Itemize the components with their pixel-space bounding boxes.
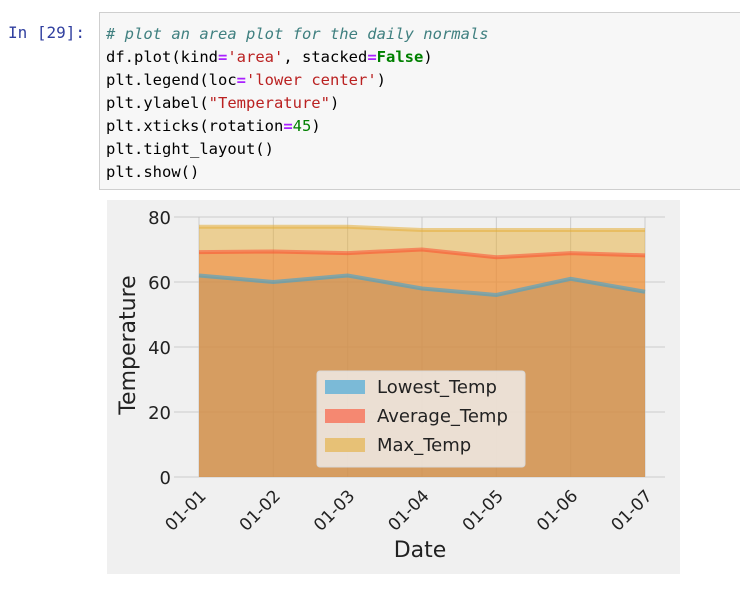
legend-label: Max_Temp bbox=[377, 435, 471, 456]
code-token: = bbox=[236, 71, 246, 89]
code-token: = bbox=[217, 48, 228, 66]
code-token: 45 bbox=[292, 117, 312, 135]
code-token: ) bbox=[376, 71, 386, 89]
code-token: df.plot(kind bbox=[106, 48, 218, 66]
code-line: plt.legend(loc='lower center') bbox=[106, 69, 489, 92]
code-token: False bbox=[376, 48, 424, 66]
x-axis-label: Date bbox=[394, 538, 447, 563]
line-average-temp bbox=[198, 247, 646, 260]
code-token: plt.tight_layout() bbox=[106, 140, 274, 158]
code-line: # plot an area plot for the daily normal… bbox=[106, 23, 489, 46]
code-token: ) bbox=[329, 94, 340, 112]
code-editor[interactable]: # plot an area plot for the daily normal… bbox=[106, 23, 489, 184]
cell-prompt: In [29]: bbox=[8, 23, 86, 42]
legend: Lowest_Temp Average_Temp Max_Temp bbox=[316, 370, 526, 468]
code-token: plt.legend(loc bbox=[106, 71, 237, 89]
y-tick-label: 80 bbox=[148, 208, 171, 229]
y-tick-label: 20 bbox=[148, 403, 171, 424]
line-series bbox=[198, 224, 646, 298]
area-series bbox=[199, 226, 645, 477]
code-line: plt.xticks(rotation=45) bbox=[106, 115, 489, 138]
legend-label: Average_Temp bbox=[377, 406, 508, 427]
code-token: "Temperature" bbox=[208, 94, 330, 112]
code-line: plt.tight_layout() bbox=[106, 138, 489, 161]
y-tick-label: 60 bbox=[148, 273, 171, 294]
code-token: plt.show() bbox=[106, 163, 200, 181]
line-max-temp bbox=[199, 224, 645, 232]
code-token: = bbox=[367, 48, 377, 66]
code-token: 'area' bbox=[227, 48, 284, 66]
code-cell-input[interactable]: # plot an area plot for the daily normal… bbox=[99, 12, 740, 190]
legend-swatch bbox=[325, 380, 365, 394]
y-tick-label: 40 bbox=[148, 338, 171, 359]
code-line: plt.show() bbox=[106, 161, 489, 184]
code-token: plt.xticks(rotation bbox=[106, 117, 284, 135]
code-token: , stacked bbox=[283, 48, 368, 66]
legend-box bbox=[316, 370, 526, 468]
line-lowest-temp bbox=[198, 273, 646, 298]
y-tick-label: 0 bbox=[160, 468, 171, 489]
area-max-temp bbox=[199, 226, 645, 477]
y-tick-labels: 0 20 40 60 80 bbox=[148, 208, 171, 489]
plot-output: 0 20 40 60 80 01-01 01-02 01-03 01-04 01-05 01-06… bbox=[107, 200, 680, 574]
code-token: ) bbox=[423, 48, 433, 66]
legend-label: Lowest_Temp bbox=[377, 377, 497, 398]
code-line: df.plot(kind='area', stacked=False) bbox=[106, 46, 489, 69]
legend-swatch bbox=[325, 409, 365, 423]
y-axis-label: Temperature bbox=[116, 275, 141, 415]
legend-swatch bbox=[325, 438, 365, 452]
code-token: 'lower center' bbox=[246, 71, 377, 89]
code-token: # plot an area plot for the daily normal… bbox=[106, 25, 489, 43]
code-line: plt.ylabel("Temperature") bbox=[106, 92, 489, 115]
code-token: plt.ylabel( bbox=[106, 94, 209, 112]
code-token: ) bbox=[311, 117, 321, 135]
code-token: = bbox=[283, 117, 293, 135]
